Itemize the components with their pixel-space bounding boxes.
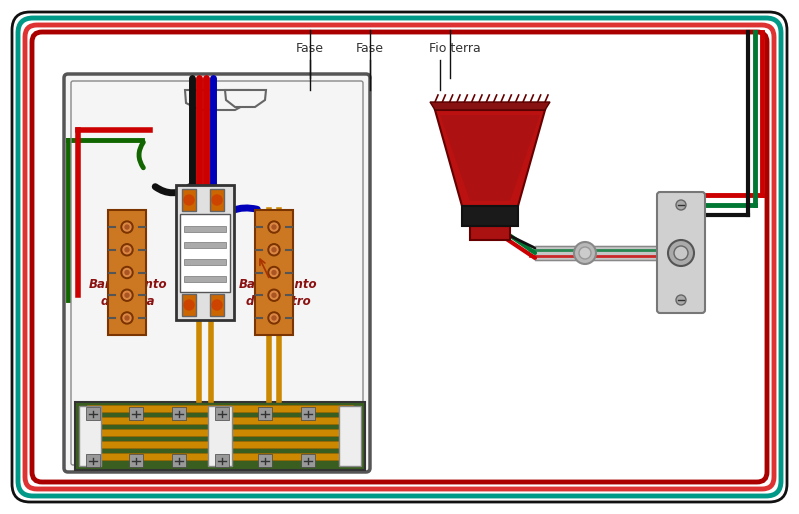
Circle shape: [212, 300, 222, 310]
Circle shape: [270, 314, 278, 322]
Circle shape: [270, 246, 278, 254]
Circle shape: [272, 225, 276, 229]
Circle shape: [123, 246, 131, 254]
Polygon shape: [430, 102, 550, 110]
Bar: [301, 454, 315, 467]
Bar: [210, 189, 224, 211]
Circle shape: [125, 248, 129, 252]
Text: Fio terra: Fio terra: [429, 42, 481, 55]
Circle shape: [268, 312, 280, 324]
Bar: [75, 402, 365, 470]
Circle shape: [125, 316, 129, 320]
Bar: [215, 454, 229, 467]
Text: Barramento
de terra: Barramento de terra: [89, 278, 167, 308]
Circle shape: [121, 312, 133, 324]
Bar: [258, 454, 272, 467]
Bar: [182, 189, 196, 211]
Circle shape: [268, 266, 280, 279]
Circle shape: [268, 289, 280, 301]
Bar: [208, 406, 232, 466]
Circle shape: [268, 244, 280, 256]
Bar: [87, 441, 353, 448]
Bar: [210, 294, 224, 316]
Bar: [108, 210, 146, 335]
Circle shape: [125, 225, 129, 229]
Polygon shape: [440, 115, 540, 201]
Bar: [79, 406, 101, 466]
Bar: [258, 407, 272, 420]
Circle shape: [674, 246, 688, 260]
Bar: [87, 429, 353, 436]
Bar: [184, 242, 226, 248]
Bar: [176, 185, 234, 320]
Bar: [87, 417, 353, 424]
Circle shape: [270, 223, 278, 231]
Circle shape: [268, 221, 280, 233]
Bar: [172, 407, 186, 420]
Circle shape: [272, 293, 276, 297]
Circle shape: [125, 270, 129, 274]
Circle shape: [272, 316, 276, 320]
Bar: [129, 407, 143, 420]
Bar: [184, 259, 226, 265]
Bar: [184, 276, 226, 282]
Circle shape: [184, 300, 194, 310]
Bar: [215, 407, 229, 420]
Text: Fase: Fase: [296, 42, 324, 55]
Polygon shape: [185, 90, 249, 110]
Bar: [339, 406, 361, 466]
Circle shape: [121, 221, 133, 233]
Circle shape: [121, 266, 133, 279]
Bar: [172, 454, 186, 467]
Circle shape: [579, 247, 591, 259]
Bar: [86, 454, 100, 467]
Circle shape: [272, 270, 276, 274]
Polygon shape: [225, 90, 266, 107]
Bar: [87, 453, 353, 460]
Text: Barramento
de neutro: Barramento de neutro: [239, 278, 317, 308]
Circle shape: [270, 268, 278, 277]
Circle shape: [123, 268, 131, 277]
Text: Fase: Fase: [356, 42, 384, 55]
Circle shape: [184, 195, 194, 205]
Circle shape: [121, 244, 133, 256]
Polygon shape: [435, 110, 545, 206]
Bar: [184, 226, 226, 232]
Bar: [86, 407, 100, 420]
Bar: [301, 407, 315, 420]
Circle shape: [123, 314, 131, 322]
Circle shape: [676, 200, 686, 210]
FancyBboxPatch shape: [64, 74, 370, 472]
Circle shape: [574, 242, 596, 264]
Circle shape: [212, 195, 222, 205]
Bar: [129, 454, 143, 467]
Bar: [180, 214, 230, 292]
FancyBboxPatch shape: [657, 192, 705, 313]
Circle shape: [270, 291, 278, 299]
Bar: [462, 206, 518, 226]
Bar: [470, 226, 510, 240]
Circle shape: [123, 291, 131, 299]
Circle shape: [272, 248, 276, 252]
Bar: [255, 210, 293, 335]
Circle shape: [123, 223, 131, 231]
Bar: [182, 294, 196, 316]
Circle shape: [676, 295, 686, 305]
Circle shape: [121, 289, 133, 301]
Circle shape: [668, 240, 694, 266]
Circle shape: [125, 293, 129, 297]
Bar: [87, 405, 353, 412]
